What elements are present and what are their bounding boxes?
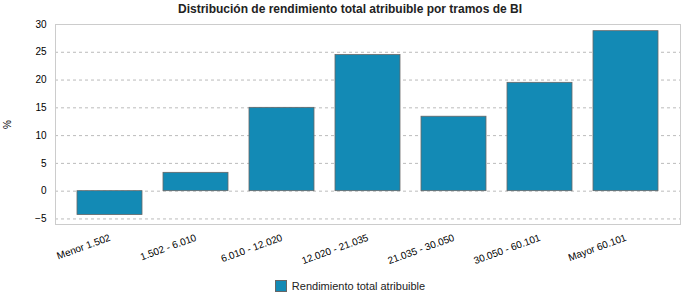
svg-text:12.020 - 21.035: 12.020 - 21.035	[300, 232, 370, 266]
svg-text:0: 0	[41, 185, 47, 196]
svg-text:1.502 - 6.010: 1.502 - 6.010	[139, 232, 199, 263]
svg-text:%: %	[2, 120, 13, 129]
svg-text:21.035 - 30.050: 21.035 - 30.050	[386, 232, 456, 266]
html-text:Distribución de rendimiento to: Distribución de rendimiento total atribu…	[178, 2, 522, 16]
svg-text:25: 25	[35, 46, 47, 57]
svg-text:30.050 - 60.101: 30.050 - 60.101	[472, 232, 542, 266]
svg-text:30: 30	[35, 19, 47, 30]
svg-text:Menor 1.502: Menor 1.502	[55, 232, 112, 262]
html-text:Rendimiento total atribuible: Rendimiento total atribuible	[291, 280, 426, 292]
svg-text:Mayor 60.101: Mayor 60.101	[567, 232, 629, 263]
svg-text:5: 5	[41, 158, 47, 169]
svg-text:10: 10	[35, 130, 47, 141]
svg-text:20: 20	[35, 74, 47, 85]
svg-text:−5: −5	[35, 213, 47, 224]
svg-text:6.010 - 12.020: 6.010 - 12.020	[219, 232, 284, 265]
svg-text:15: 15	[35, 102, 47, 113]
